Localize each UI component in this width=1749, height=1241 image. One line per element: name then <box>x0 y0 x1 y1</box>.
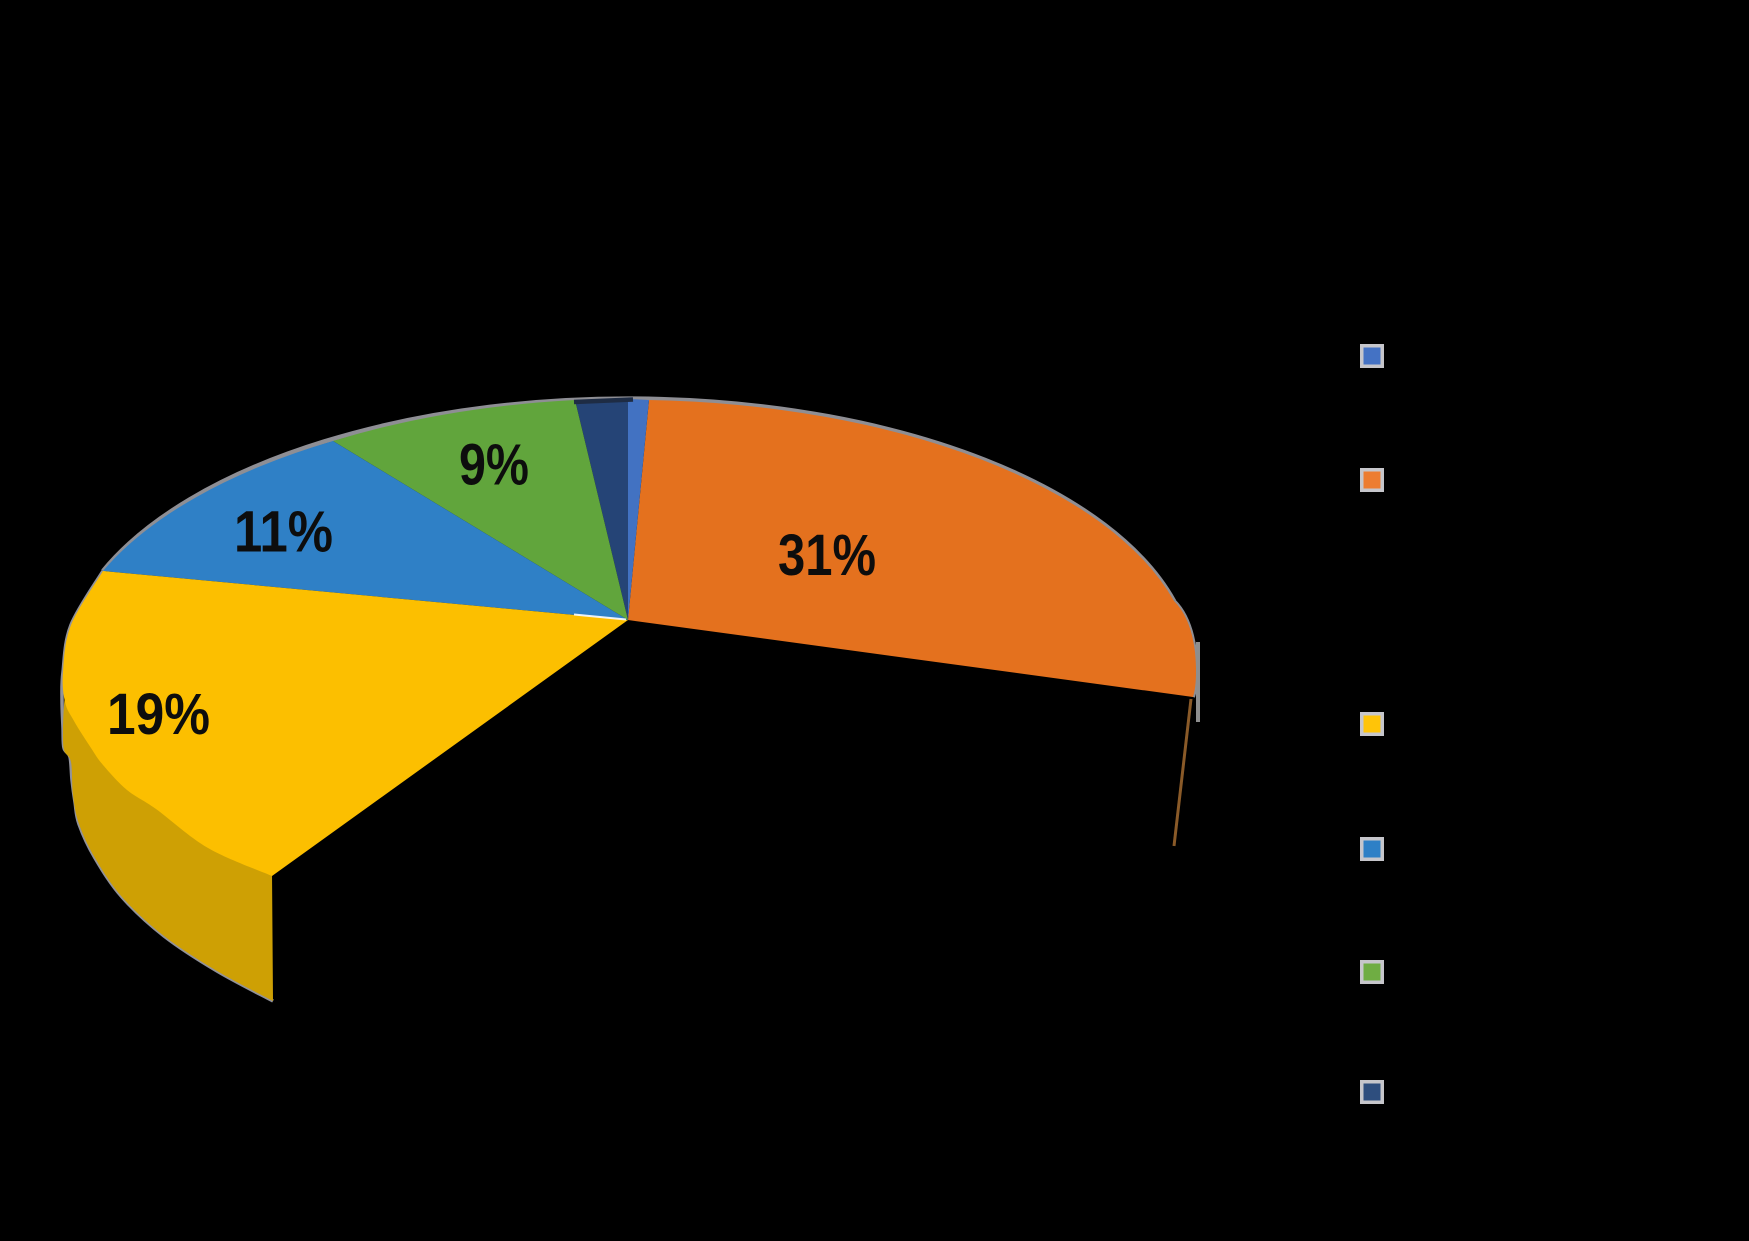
svg-text:31%: 31% <box>778 523 876 588</box>
svg-text:11%: 11% <box>234 500 333 565</box>
svg-text:9%: 9% <box>459 433 529 498</box>
svg-text:19%: 19% <box>107 682 210 747</box>
